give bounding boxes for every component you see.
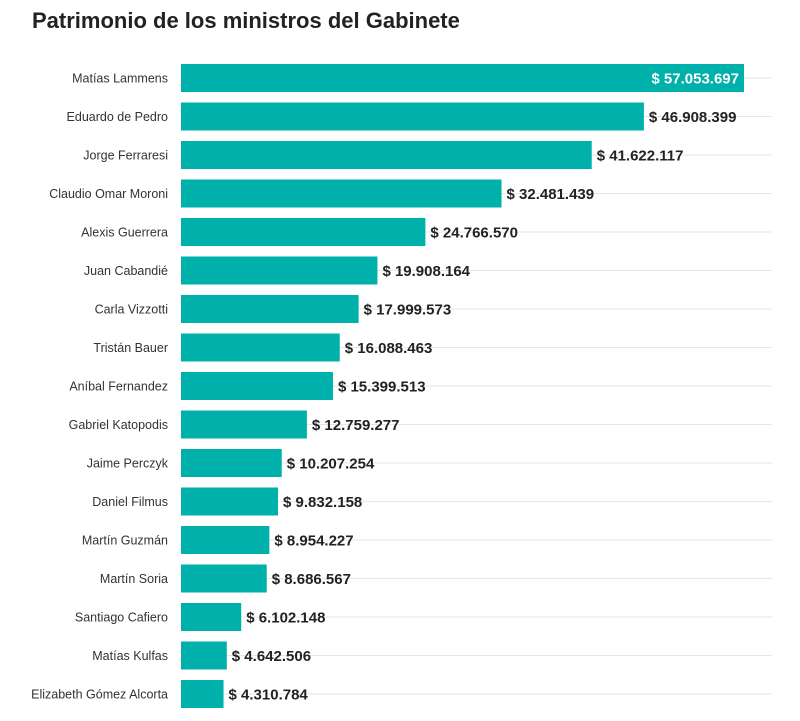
value-label: $ 10.207.254 xyxy=(287,456,375,473)
category-label: Eduardo de Pedro xyxy=(67,110,169,124)
bar xyxy=(181,680,224,708)
value-label: $ 8.686.567 xyxy=(272,571,351,588)
bar xyxy=(181,449,282,477)
category-label: Matías Kulfas xyxy=(92,649,168,663)
value-label: $ 16.088.463 xyxy=(345,340,433,357)
value-label: $ 41.622.117 xyxy=(597,148,684,165)
bar xyxy=(181,641,227,670)
category-label: Matías Lammens xyxy=(72,72,168,86)
bar xyxy=(181,141,592,169)
category-label: Juan Cabandié xyxy=(84,264,168,278)
value-label: $ 15.399.513 xyxy=(338,379,426,396)
bar xyxy=(181,333,340,362)
category-label: Elizabeth Gómez Alcorta xyxy=(31,688,168,702)
chart-title: Patrimonio de los ministros del Gabinete xyxy=(32,8,460,33)
category-label: Tristán Bauer xyxy=(93,341,168,355)
value-label: $ 8.954.227 xyxy=(274,533,353,550)
category-label: Martín Guzmán xyxy=(82,534,168,548)
category-label: Gabriel Katopodis xyxy=(69,418,168,432)
value-label: $ 12.759.277 xyxy=(312,417,400,434)
value-label: $ 6.102.148 xyxy=(246,610,325,627)
bar xyxy=(181,603,242,631)
category-label: Jaime Perczyk xyxy=(87,457,169,471)
bar xyxy=(181,218,426,246)
value-label: $ 4.642.506 xyxy=(232,648,311,665)
value-label: $ 46.908.399 xyxy=(649,109,737,126)
value-label: $ 24.766.570 xyxy=(430,225,518,242)
category-label: Martín Soria xyxy=(100,572,168,586)
value-label: $ 4.310.784 xyxy=(229,687,309,704)
bar xyxy=(181,295,359,323)
category-label: Jorge Ferraresi xyxy=(83,149,168,163)
value-label: $ 9.832.158 xyxy=(283,494,362,511)
value-label: $ 19.908.164 xyxy=(382,263,470,280)
category-label: Santiago Cafiero xyxy=(75,611,168,625)
bar xyxy=(181,102,644,131)
bar xyxy=(181,256,378,285)
bar xyxy=(181,64,744,92)
value-label: $ 57.053.697 xyxy=(651,71,739,88)
category-label: Claudio Omar Moroni xyxy=(49,187,168,201)
value-label: $ 32.481.439 xyxy=(507,186,595,203)
value-label: $ 17.999.573 xyxy=(364,302,452,319)
bar xyxy=(181,487,279,516)
bar xyxy=(181,179,502,208)
bar xyxy=(181,410,307,439)
bar xyxy=(181,526,270,554)
category-label: Alexis Guerrera xyxy=(81,226,168,240)
category-label: Aníbal Fernandez xyxy=(69,380,168,394)
bar xyxy=(181,564,267,593)
category-label: Carla Vizzotti xyxy=(95,303,168,317)
bar xyxy=(181,372,333,400)
category-label: Daniel Filmus xyxy=(92,495,168,509)
